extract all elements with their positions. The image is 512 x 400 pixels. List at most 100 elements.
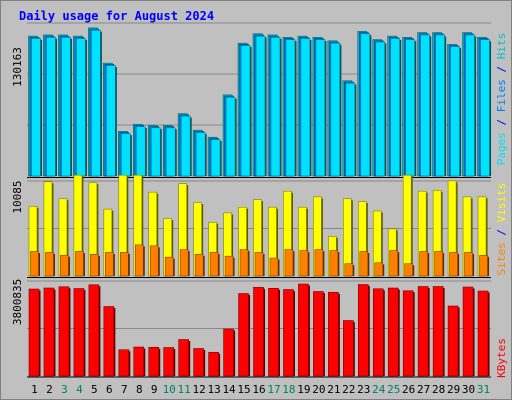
kbytes-panel-bar-kbytes-4 [73,288,85,377]
hits-panel-bar-pages-6 [106,65,116,177]
kbytes-panel-bar-kbytes-8 [133,346,145,377]
kbytes-panel-bar-kbytes-10 [163,347,175,377]
kbytes-panel-bar-kbytes-26 [402,290,414,377]
hits-panel-bar-pages-29 [450,46,460,177]
day-label-30: 30 [462,383,475,396]
visits-panel-bar-sites-16 [254,252,264,277]
kbytes-panel-bar-kbytes-31 [477,290,489,377]
visits-panel-bar-sites-24 [374,262,384,277]
day-label-8: 8 [136,383,143,396]
hits-panel-bar-pages-4 [76,38,86,177]
visits-panel-bar-sites-29 [449,252,458,277]
hits-panel-bar-pages-10 [165,127,176,177]
day-label-12: 12 [193,383,206,396]
day-label-5: 5 [91,383,98,396]
day-label-14: 14 [222,383,236,396]
hits-panel-bar-pages-15 [240,45,251,177]
day-label-13: 13 [207,383,220,396]
kbytes-panel-bar-kbytes-11 [178,339,189,377]
day-label-16: 16 [252,383,265,396]
kbytes-panel-bar-kbytes-16 [253,286,264,377]
chart-title: Daily usage for August 2024 [19,9,214,23]
kbytes-panel-bar-kbytes-27 [417,286,429,377]
hits-panel-bar-pages-28 [435,34,445,177]
visits-panel-bar-sites-27 [419,251,428,277]
visits-panel-bar-sites-2 [45,252,54,277]
hits-panel-bar-pages-27 [420,34,430,177]
kbytes-panel-bar-kbytes-13 [208,351,219,377]
kbytes-panel-bar-kbytes-30 [462,286,474,377]
day-label-6: 6 [106,383,113,396]
hits-panel-bar-pages-3 [61,36,71,177]
kbytes-panel-bar-kbytes-2 [43,287,55,377]
hits-panel-bar-pages-5 [91,29,101,177]
day-label-24: 24 [372,383,386,396]
day-label-21: 21 [327,383,340,396]
day-label-28: 28 [432,383,445,396]
visits-panel-bar-sites-20 [314,249,324,277]
day-label-15: 15 [237,383,250,396]
day-label-7: 7 [121,383,128,396]
hits-panel-bar-pages-8 [135,126,146,177]
visits-panel-bar-sites-17 [269,257,279,277]
visits-panel-bar-sites-15 [239,249,249,277]
day-label-10: 10 [163,383,176,396]
kbytes-panel-bar-kbytes-19 [298,283,309,377]
hits-panel-bar-pages-24 [375,41,386,177]
hits-panel-bar-pages-12 [195,132,206,177]
visits-panel-bar-sites-26 [404,263,413,277]
visits-panel-bar-sites-13 [209,252,219,277]
hits-panel-bar-pages-25 [390,38,401,177]
visits-panel-bar-sites-6 [105,252,114,277]
visits-panel-bar-sites-25 [389,250,399,277]
visits-panel-bar-sites-1 [30,251,39,277]
day-label-9: 9 [151,383,158,396]
kbytes-panel-bar-kbytes-22 [343,320,354,377]
visits-panel-bar-sites-3 [60,254,69,277]
hits-panel-bar-pages-31 [480,39,490,177]
day-label-26: 26 [402,383,415,396]
hits-panel-bar-pages-11 [180,115,191,177]
hits-panel-bar-pages-7 [121,133,131,177]
visits-panel-bar-sites-8 [134,244,144,277]
visits-panel-bar-visits-26 [402,174,412,277]
visits-panel-bar-sites-10 [164,256,174,277]
kbytes-panel-bar-kbytes-9 [148,346,160,377]
kbytes-panel-bar-kbytes-20 [313,291,324,377]
day-label-1: 1 [31,383,38,396]
kbytes-panel-bar-kbytes-12 [193,348,204,377]
day-label-3: 3 [61,383,68,396]
hits-panel-bar-pages-9 [150,127,161,177]
visits-panel-bar-sites-28 [434,251,443,277]
kbytes-panel-bar-kbytes-28 [432,286,444,377]
day-label-29: 29 [447,383,460,396]
kbytes-legend: KBytes [495,338,508,378]
kbytes-panel-bar-kbytes-18 [283,289,294,377]
hits-panel-bar-pages-18 [285,39,296,177]
kbytes-legend-kbytes: KBytes [495,338,508,378]
kbytes-panel-bar-kbytes-7 [118,349,130,377]
visits-panel-bar-sites-12 [194,254,204,277]
visits-panel-bar-sites-21 [329,250,339,277]
day-label-31: 31 [477,383,490,396]
visits-panel-bar-sites-11 [179,249,189,277]
visits-panel-bar-sites-7 [120,252,129,277]
day-label-11: 11 [178,383,191,396]
kbytes-panel-bar-kbytes-5 [88,284,100,377]
visits-panel-bar-sites-30 [464,252,473,277]
hits-legend-files: Files [495,79,508,112]
visits-legend-sites: Sites [495,242,508,275]
kbytes-panel-bar-kbytes-29 [447,305,459,377]
hits-panel-bar-pages-20 [315,39,326,177]
visits-legend: Sites / Visits [495,183,508,276]
hits-panel-bar-pages-22 [345,82,356,177]
kbytes-panel-bar-kbytes-21 [328,291,339,377]
day-label-23: 23 [357,383,370,396]
hits-panel-bar-pages-14 [225,96,236,177]
day-label-19: 19 [297,383,310,396]
kbytes-panel-bar-kbytes-15 [238,293,249,377]
visits-panel-bar-sites-31 [479,254,488,277]
day-label-20: 20 [312,383,325,396]
visits-panel-bar-sites-5 [90,254,99,277]
